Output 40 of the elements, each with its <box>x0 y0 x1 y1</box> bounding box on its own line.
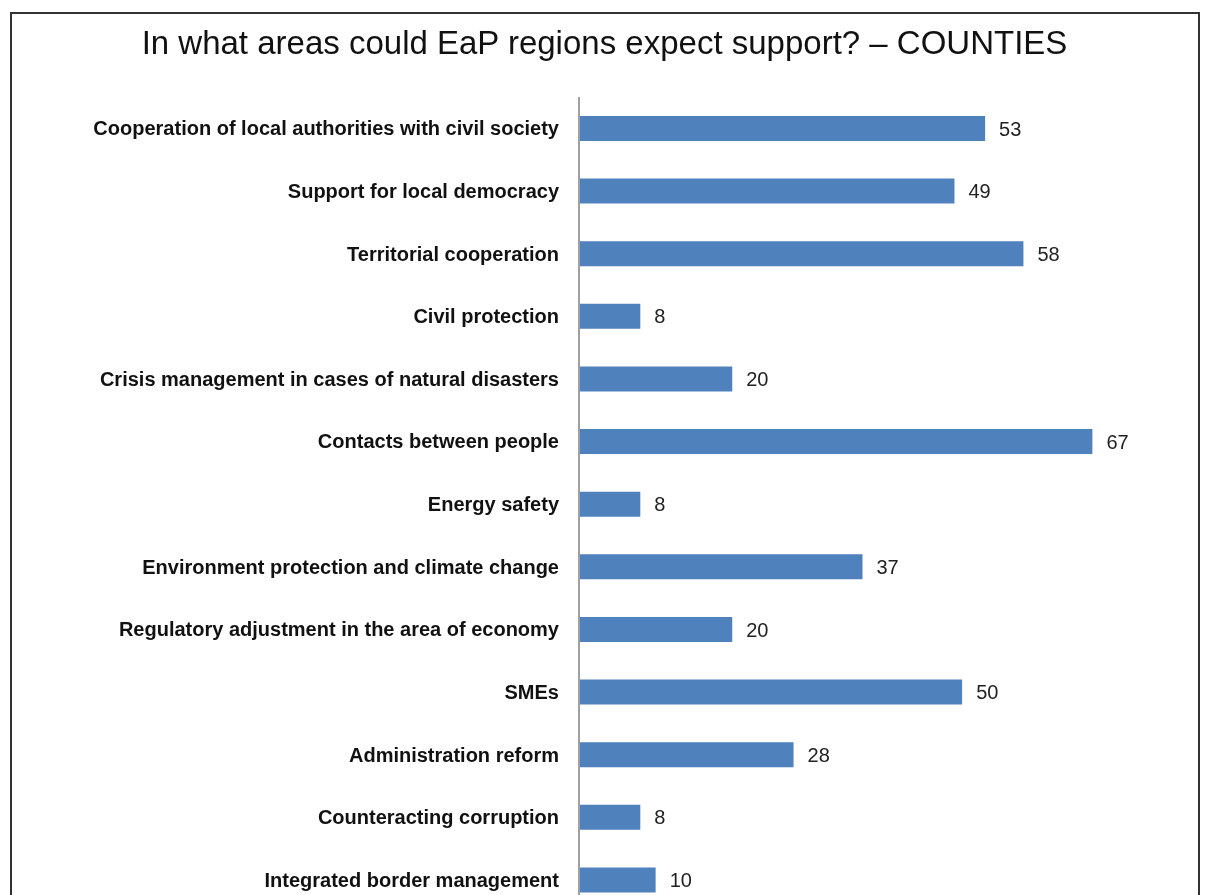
data-label: 8 <box>654 493 666 516</box>
data-label: 50 <box>976 681 999 704</box>
bar <box>579 554 863 580</box>
data-label: 53 <box>999 117 1022 140</box>
bar <box>579 867 656 893</box>
y-tick-label: Territorial cooperation <box>347 242 559 265</box>
bar <box>579 116 986 141</box>
y-tick-label: Support for local democracy <box>287 180 560 203</box>
y-tick-label: Contacts between people <box>317 430 559 453</box>
bar <box>579 241 1024 267</box>
y-tick-label: Civil protection <box>413 305 559 328</box>
data-label: 28 <box>807 743 830 766</box>
y-tick-label: Crisis management in cases of natural disasters <box>99 367 559 390</box>
data-label: 58 <box>1037 242 1060 265</box>
bar <box>579 178 955 204</box>
bar <box>579 491 641 517</box>
data-label: 67 <box>1106 430 1129 453</box>
bar <box>579 679 963 705</box>
y-tick-label: Counteracting corruption <box>317 806 559 829</box>
bar <box>579 429 1093 455</box>
y-tick-label: Integrated border management <box>264 868 560 891</box>
data-label: 37 <box>876 555 899 578</box>
data-label: 20 <box>746 618 769 641</box>
y-tick-label: Energy safety <box>427 493 560 516</box>
y-tick-label: Environment protection and climate change <box>142 555 559 578</box>
data-label: 20 <box>746 368 769 391</box>
data-label: 10 <box>669 868 692 891</box>
data-label: 49 <box>968 180 991 203</box>
bar <box>579 616 733 642</box>
data-label: 8 <box>654 305 666 328</box>
bar <box>579 804 641 830</box>
y-tick-label: SMEs <box>504 680 559 703</box>
y-tick-label: Regulatory adjustment in the area of economy <box>118 618 560 641</box>
bar <box>579 303 641 329</box>
bar <box>579 742 794 768</box>
data-label: 8 <box>654 806 666 829</box>
bar <box>579 366 733 392</box>
y-tick-label: Cooperation of local authorities with civil society <box>93 117 560 140</box>
chart-title: In what areas could EaP regions expect support? – COUNTIES <box>140 24 1069 62</box>
y-tick-label: Administration reform <box>348 743 559 766</box>
